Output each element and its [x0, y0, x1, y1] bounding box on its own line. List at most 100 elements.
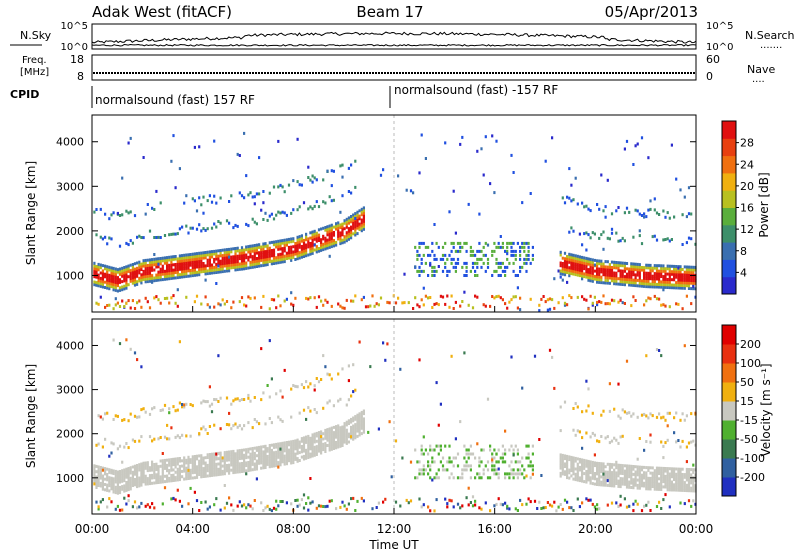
data-cell [166, 266, 169, 270]
data-cell [260, 305, 263, 309]
data-cell [228, 247, 231, 251]
data-cell [506, 241, 509, 245]
data-cell [465, 265, 468, 269]
data-cell [658, 272, 661, 276]
data-cell [343, 227, 346, 231]
data-cell [523, 241, 526, 245]
data-cell [223, 261, 226, 265]
data-cell [345, 231, 348, 235]
data-cell [275, 464, 278, 468]
noise-search-trace [91, 43, 697, 47]
data-cell [251, 217, 254, 221]
colorbar-swatch [722, 190, 736, 208]
data-cell [189, 468, 192, 472]
data-cell [114, 303, 117, 307]
data-cell [285, 501, 288, 505]
data-cell [178, 472, 181, 476]
data-cell [435, 472, 438, 476]
data-cell [379, 296, 383, 300]
data-cell [422, 472, 425, 476]
data-cell [330, 431, 333, 435]
data-cell [176, 232, 179, 236]
data-cell [307, 456, 310, 459]
data-cell [608, 273, 611, 277]
data-cell [260, 398, 263, 402]
data-cell [474, 476, 477, 480]
data-cell [311, 438, 314, 442]
data-cell [634, 268, 637, 272]
data-cell [638, 437, 641, 440]
freq-tick-top: 18 [70, 53, 84, 66]
data-cell [632, 502, 635, 506]
data-cell [683, 502, 686, 506]
data-cell [108, 303, 111, 307]
data-cell [178, 459, 181, 463]
data-cell [281, 185, 284, 189]
data-cell [653, 234, 656, 238]
data-cell [228, 269, 231, 273]
data-cell [116, 481, 119, 485]
data-cell [95, 443, 98, 447]
data-cell [300, 445, 303, 448]
data-cell [439, 444, 442, 448]
data-cell [585, 462, 588, 466]
data-cell [277, 453, 280, 457]
data-cell [516, 286, 519, 290]
data-cell [422, 286, 425, 290]
data-cell [305, 456, 308, 460]
data-cell [106, 270, 109, 274]
data-cell [664, 482, 667, 486]
data-cell [341, 433, 344, 437]
data-cell [486, 265, 490, 269]
data-cell [268, 454, 271, 458]
data-cell [191, 260, 194, 264]
data-cell [223, 472, 226, 476]
data-cell [658, 485, 661, 489]
data-cell [418, 245, 421, 249]
data-cell [619, 282, 622, 286]
data-cell [298, 243, 301, 247]
data-cell [677, 488, 680, 492]
data-cell [240, 254, 244, 258]
data-cell [198, 254, 201, 258]
data-cell [583, 464, 586, 468]
data-cell [243, 196, 246, 200]
data-cell [238, 470, 241, 474]
data-cell [660, 269, 663, 273]
data-cell [204, 400, 207, 404]
colorbar-swatch [722, 382, 736, 402]
data-cell [653, 487, 656, 491]
colorbar-tick-label: 12 [740, 223, 754, 236]
data-cell [683, 486, 686, 490]
data-cell [358, 217, 361, 221]
data-cell [302, 255, 306, 258]
data-cell [138, 505, 141, 509]
data-cell [159, 436, 162, 439]
data-cell [326, 233, 329, 237]
data-cell [673, 278, 676, 282]
data-cell [581, 201, 584, 205]
data-cell [330, 184, 333, 188]
data-cell [666, 286, 669, 289]
data-cell [225, 264, 229, 268]
data-cell [525, 502, 528, 506]
data-cell [204, 228, 207, 232]
data-cell [591, 263, 594, 267]
data-cell [210, 250, 214, 254]
data-cell [499, 456, 502, 460]
data-cell [195, 499, 199, 503]
data-cell [99, 468, 102, 472]
data-cell [187, 458, 190, 462]
data-cell [606, 302, 609, 306]
data-cell [322, 437, 325, 441]
data-cell [418, 497, 421, 501]
data-cell [356, 218, 359, 222]
data-cell [204, 500, 207, 504]
data-cell [181, 270, 184, 274]
data-cell [123, 445, 126, 449]
data-cell [527, 249, 530, 253]
data-cell [168, 271, 171, 275]
data-cell [553, 386, 556, 390]
data-cell [377, 427, 380, 431]
data-cell [121, 272, 124, 276]
